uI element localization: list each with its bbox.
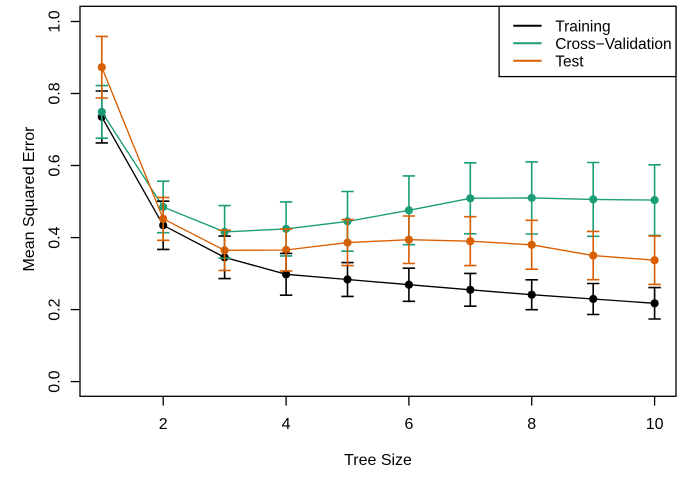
svg-text:Mean Squared Error: Mean Squared Error [21,126,38,272]
svg-text:0.4: 0.4 [46,226,63,248]
svg-text:10: 10 [646,416,664,433]
svg-text:0.6: 0.6 [46,154,63,176]
svg-text:4: 4 [282,416,291,433]
svg-text:Training: Training [555,18,610,35]
svg-text:Cross−Validation: Cross−Validation [555,36,671,53]
svg-text:0.2: 0.2 [46,298,63,320]
svg-text:2: 2 [159,416,168,433]
svg-text:Test: Test [555,53,584,70]
svg-text:0.0: 0.0 [46,370,63,392]
svg-text:6: 6 [404,416,413,433]
svg-text:1.0: 1.0 [46,10,63,32]
svg-text:Tree Size: Tree Size [344,452,412,469]
svg-text:0.8: 0.8 [46,82,63,104]
svg-text:8: 8 [527,416,536,433]
